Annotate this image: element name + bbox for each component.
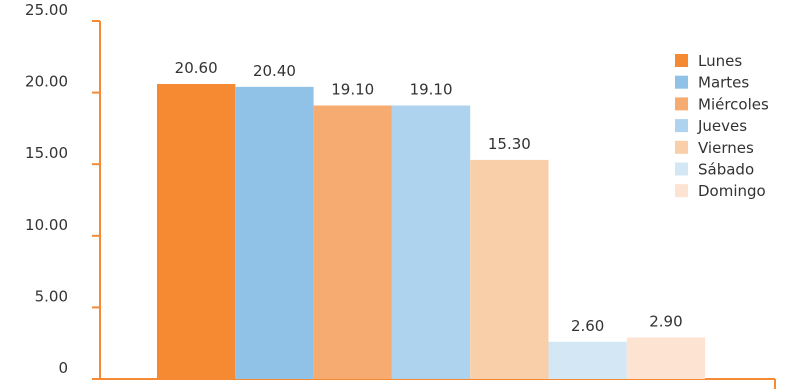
y-tick-label: 15.00 <box>25 144 68 162</box>
y-tick-label: 20.00 <box>25 73 68 91</box>
bar-lunes <box>157 84 236 380</box>
data-label: 15.30 <box>488 135 531 153</box>
legend-swatch <box>675 140 688 154</box>
data-label: 19.10 <box>331 80 374 98</box>
bar-domingo <box>626 337 706 379</box>
x-axis <box>100 378 776 389</box>
bar-viernes <box>470 159 549 379</box>
bar-jueves <box>391 105 471 379</box>
legend-swatch <box>675 184 688 198</box>
legend-label: Domingo <box>698 182 766 200</box>
legend-swatch <box>675 75 688 89</box>
legend-label: Martes <box>698 74 749 92</box>
bar-sabado <box>548 341 627 379</box>
legend-swatch <box>675 97 688 111</box>
data-label: 2.90 <box>649 312 682 330</box>
legend-label: Sábado <box>698 161 754 179</box>
y-axis: 25.00 20.00 15.00 10.00 5.00 0 <box>25 1 101 380</box>
legend-swatch <box>675 119 688 133</box>
data-label: 20.40 <box>253 62 296 80</box>
legend-label: Miércoles <box>698 95 769 113</box>
bar-miercoles <box>313 105 392 379</box>
bars-group <box>157 84 706 380</box>
data-labels-group: 20.60 20.40 19.10 19.10 15.30 2.60 2.90 <box>175 59 683 335</box>
legend-swatch <box>675 54 688 67</box>
legend-label: Viernes <box>698 139 754 157</box>
legend: Lunes Martes Miércoles Jueves Viernes Sábado D… <box>675 52 769 200</box>
bar-martes <box>235 86 314 379</box>
legend-label: Jueves <box>697 117 747 135</box>
data-label: 2.60 <box>571 317 604 335</box>
y-tick-label: 5.00 <box>35 287 68 305</box>
data-label: 20.60 <box>175 59 218 77</box>
data-label: 19.10 <box>410 80 453 98</box>
y-tick-label: 25.00 <box>25 1 68 19</box>
legend-swatch <box>675 162 688 176</box>
legend-label: Lunes <box>698 52 742 70</box>
y-tick-label: 0 <box>58 359 68 377</box>
y-tick-label: 10.00 <box>25 216 68 234</box>
